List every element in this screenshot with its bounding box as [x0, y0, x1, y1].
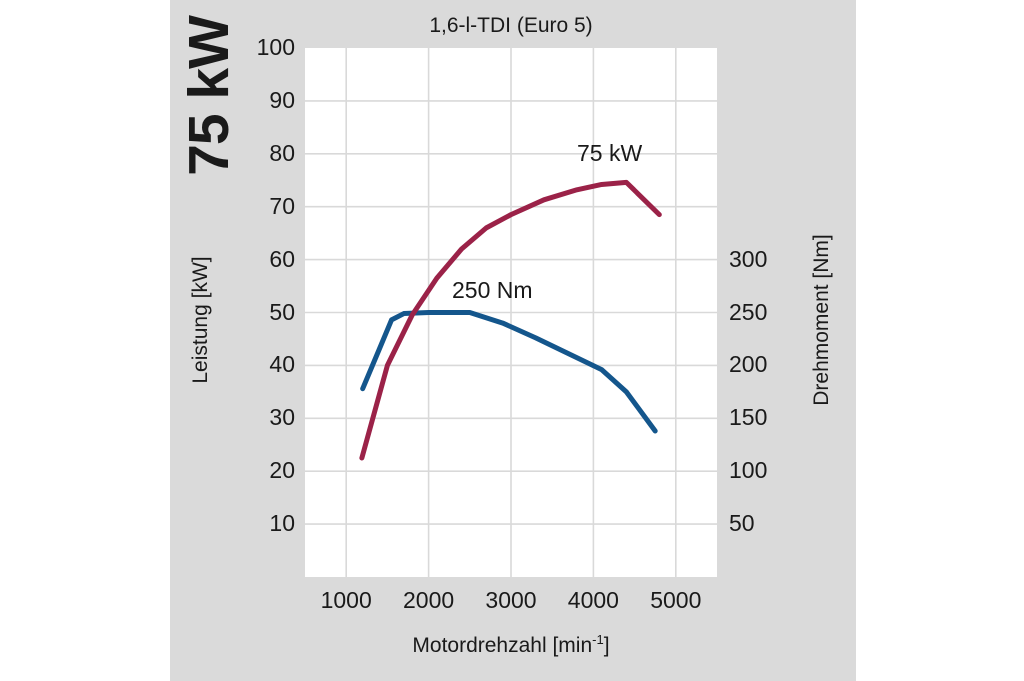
chart-title: 1,6-l-TDI (Euro 5): [429, 14, 593, 37]
x-axis-tick-label: 3000: [485, 587, 537, 613]
y-axis-right-tick-label: 250: [729, 298, 768, 325]
y-axis-right-title: Drehmoment [Nm]: [805, 215, 839, 425]
annotation-torque: 250 Nm: [452, 277, 533, 303]
x-axis-title: Motordrehzahl [min-1]: [305, 632, 717, 658]
y-axis-right-title-text: Drehmoment [Nm]: [810, 234, 833, 406]
x-axis-tick-label: 1000: [320, 587, 372, 613]
y-axis-right-tick-label: 50: [729, 510, 755, 537]
y-axis-left-tick-label: 60: [269, 245, 295, 272]
x-axis-title-tail: ]: [603, 634, 610, 657]
y-axis-right-tick-label: 100: [729, 457, 768, 484]
x-axis-title-base: Motordrehzahl [min: [412, 634, 593, 657]
y-axis-left-tick-label: 100: [256, 34, 295, 60]
power-badge: 75 kW: [171, 8, 247, 183]
y-axis-left-tick-label: 10: [269, 510, 295, 537]
x-axis-tick-label: 5000: [650, 587, 702, 613]
x-axis-title-exponent: -1: [592, 632, 604, 647]
power-badge-label: 75 kW: [177, 15, 241, 176]
y-axis-left-tick-label: 50: [269, 298, 295, 325]
y-axis-left-tick-label: 40: [269, 351, 295, 378]
plot-area: [305, 48, 717, 577]
series-line-drehmoment: [360, 310, 658, 434]
y-axis-left-tick-label: 90: [269, 86, 295, 113]
y-axis-right-tick-label: 300: [729, 245, 768, 272]
y-axis-left-tick-label: 20: [269, 457, 295, 484]
annotation-power: 75 kW: [577, 140, 643, 166]
series-line-leistung: [359, 179, 662, 461]
y-axis-left-tick-label: 30: [269, 404, 295, 431]
y-axis-right-tick-label: 200: [729, 351, 768, 378]
y-axis-left-title: Leistung [kW]: [184, 230, 218, 410]
plot-canvas: [305, 48, 717, 577]
y-axis-left-tick-label: 70: [269, 192, 295, 219]
y-axis-left-title-text: Leistung [kW]: [189, 256, 212, 384]
x-axis-tick-label: 4000: [567, 587, 619, 613]
y-axis-right-tick-label: 150: [729, 404, 768, 431]
x-axis-tick-label: 2000: [403, 587, 455, 613]
y-axis-left-tick-label: 80: [269, 139, 295, 166]
